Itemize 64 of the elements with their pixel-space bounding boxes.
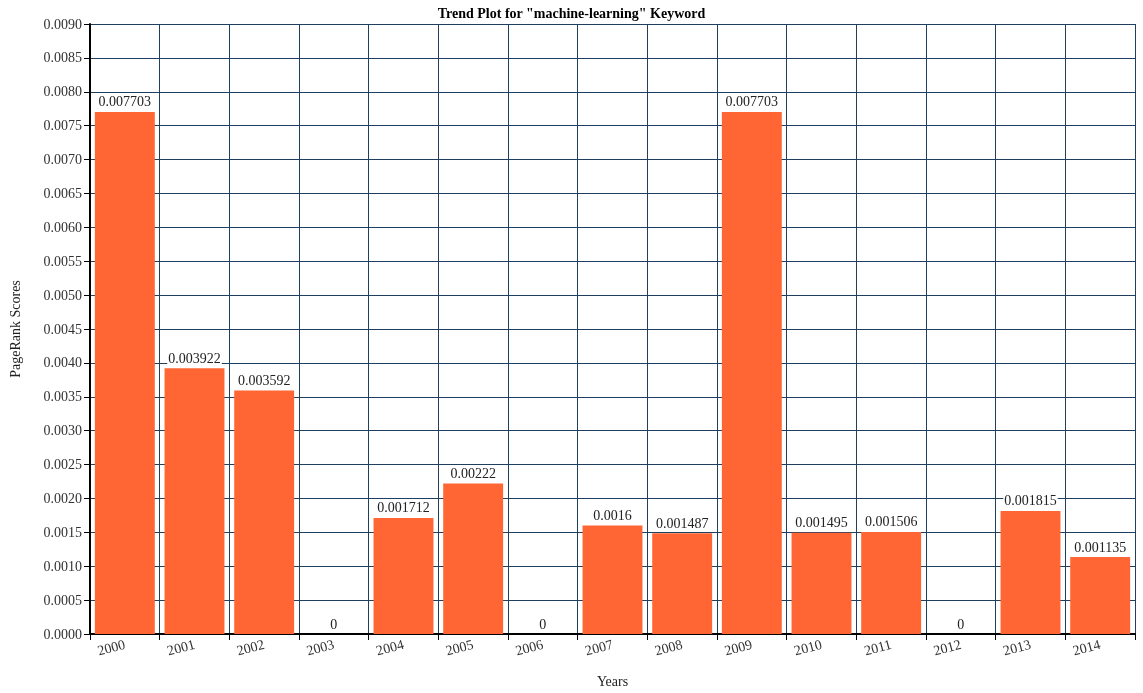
y-tick-label: 0.0055 [43, 253, 82, 269]
y-tick-label: 0.0090 [43, 16, 82, 32]
y-tick-label: 0.0065 [43, 185, 82, 201]
x-axis-title: Years [596, 673, 629, 689]
x-tick-label: 2001 [165, 636, 197, 659]
x-tick-label: 2006 [513, 636, 545, 659]
data-label: 0.007703 [98, 94, 152, 110]
y-tick-label: 0.0015 [43, 524, 82, 540]
x-tick-label: 2003 [304, 636, 336, 659]
data-label: 0.001506 [864, 514, 918, 530]
data-label: 0.001495 [795, 515, 848, 531]
bar [1000, 510, 1061, 634]
bar [582, 525, 643, 634]
x-tick-label: 2002 [235, 636, 267, 659]
y-tick-label: 0.0085 [43, 50, 82, 66]
bar [791, 532, 852, 634]
x-tick-label: 2000 [95, 636, 127, 659]
bar [164, 368, 225, 634]
data-label: 0.003922 [168, 350, 221, 366]
x-tick-label: 2007 [583, 636, 615, 659]
x-tick-label: 2005 [444, 636, 476, 659]
y-tick-label: 0.0075 [43, 118, 82, 134]
y-tick-label: 0.0035 [43, 389, 82, 405]
y-tick-label: 0.0050 [43, 287, 82, 303]
bar [721, 111, 782, 634]
y-axis-title: PageRank Scores [7, 280, 23, 378]
data-label: 0.00222 [450, 466, 496, 482]
x-tick-label: 2009 [722, 636, 754, 659]
x-tick-label: 2014 [1071, 636, 1103, 659]
data-label: 0.0016 [593, 508, 632, 524]
bar [94, 111, 155, 634]
y-tick-label: 0.0070 [43, 152, 82, 168]
x-tick-label: 2013 [1001, 636, 1033, 659]
data-label: 0.001487 [655, 515, 709, 531]
data-label: 0.003592 [237, 373, 291, 389]
y-tick-label: 0.0000 [43, 626, 82, 642]
data-label: 0 [330, 616, 338, 632]
x-tick-label: 2012 [931, 636, 963, 659]
x-tick-label: 2004 [374, 636, 406, 659]
bar [373, 517, 434, 634]
data-label: 0.001815 [1004, 493, 1057, 509]
y-tick-label: 0.0060 [43, 219, 82, 235]
bar [1070, 557, 1131, 634]
y-tick-label: 0.0025 [43, 457, 82, 473]
data-label: 0.001712 [377, 500, 430, 516]
data-label: 0.001135 [1074, 539, 1127, 555]
data-label: 0 [957, 616, 965, 632]
x-tick-label: 2011 [862, 636, 894, 659]
data-label: 0 [539, 616, 547, 632]
y-tick-label: 0.0005 [43, 592, 82, 608]
bar [234, 390, 295, 634]
y-tick-label: 0.0020 [43, 490, 82, 506]
y-tick-label: 0.0040 [43, 355, 82, 371]
y-tick-label: 0.0045 [43, 321, 82, 337]
y-tick-label: 0.0010 [43, 558, 82, 574]
chart-title: Trend Plot for "machine-learning" Keyword [437, 5, 706, 21]
bar [443, 483, 504, 634]
x-tick-label: 2010 [792, 636, 824, 659]
y-tick-label: 0.0080 [43, 84, 82, 100]
y-tick-label: 0.0030 [43, 423, 82, 439]
data-label: 0.007703 [725, 94, 779, 110]
x-tick-label: 2008 [653, 636, 685, 659]
bar [652, 533, 713, 634]
bar [861, 531, 922, 634]
